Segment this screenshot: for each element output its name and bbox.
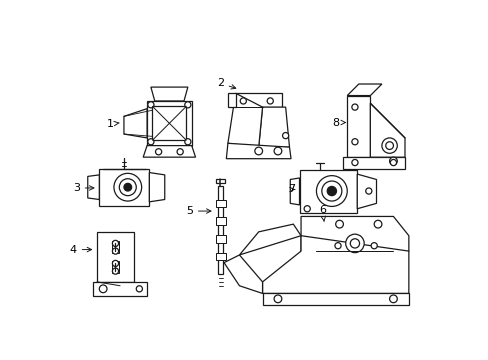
Circle shape — [274, 147, 281, 155]
Circle shape — [345, 234, 364, 253]
Circle shape — [147, 102, 154, 108]
Circle shape — [316, 176, 346, 206]
Polygon shape — [346, 95, 369, 157]
Circle shape — [365, 188, 371, 194]
Polygon shape — [123, 109, 147, 138]
Circle shape — [136, 286, 142, 292]
Polygon shape — [87, 175, 99, 199]
Circle shape — [351, 139, 357, 145]
Polygon shape — [151, 87, 187, 101]
Circle shape — [119, 179, 136, 195]
Circle shape — [351, 104, 357, 110]
Polygon shape — [215, 235, 225, 243]
Polygon shape — [149, 172, 164, 202]
Polygon shape — [99, 169, 149, 206]
Circle shape — [184, 102, 190, 108]
Text: 7: 7 — [287, 184, 295, 194]
Circle shape — [282, 132, 288, 139]
Polygon shape — [343, 157, 404, 169]
Circle shape — [254, 147, 262, 155]
Polygon shape — [111, 241, 119, 253]
Polygon shape — [215, 199, 225, 207]
Circle shape — [349, 239, 359, 248]
Polygon shape — [239, 224, 301, 255]
Circle shape — [112, 268, 118, 274]
Polygon shape — [226, 143, 290, 159]
Circle shape — [351, 159, 357, 166]
Circle shape — [335, 220, 343, 228]
Polygon shape — [215, 253, 225, 260]
Circle shape — [389, 159, 396, 166]
Text: 5: 5 — [185, 206, 210, 216]
Circle shape — [99, 285, 107, 293]
Polygon shape — [111, 261, 119, 274]
Circle shape — [274, 295, 281, 303]
Circle shape — [112, 260, 118, 266]
Circle shape — [266, 98, 273, 104]
Polygon shape — [369, 103, 404, 157]
Polygon shape — [152, 106, 186, 140]
Circle shape — [123, 183, 131, 191]
Polygon shape — [235, 93, 281, 107]
Circle shape — [373, 220, 381, 228]
Text: 3: 3 — [73, 183, 94, 193]
Polygon shape — [143, 145, 195, 157]
Circle shape — [385, 142, 393, 149]
Circle shape — [184, 139, 190, 145]
Text: 1: 1 — [106, 119, 119, 129]
Circle shape — [114, 173, 142, 201]
Polygon shape — [97, 232, 134, 282]
Polygon shape — [227, 93, 262, 147]
Circle shape — [240, 98, 246, 104]
Polygon shape — [357, 174, 376, 209]
Polygon shape — [262, 293, 408, 305]
Polygon shape — [258, 107, 289, 147]
Polygon shape — [262, 236, 408, 293]
Circle shape — [112, 240, 118, 247]
Polygon shape — [290, 178, 299, 205]
Circle shape — [381, 138, 396, 153]
Polygon shape — [93, 282, 147, 296]
Polygon shape — [299, 170, 357, 213]
Circle shape — [334, 243, 341, 249]
Polygon shape — [218, 186, 223, 274]
Text: 8: 8 — [331, 117, 345, 127]
Circle shape — [389, 295, 396, 303]
Text: 4: 4 — [69, 244, 91, 255]
Polygon shape — [215, 217, 225, 225]
Circle shape — [321, 181, 341, 201]
Circle shape — [177, 149, 183, 155]
Circle shape — [326, 186, 336, 195]
Polygon shape — [147, 101, 191, 145]
Circle shape — [370, 243, 377, 249]
Polygon shape — [227, 93, 235, 107]
Polygon shape — [346, 84, 381, 95]
Circle shape — [389, 157, 396, 165]
Polygon shape — [301, 216, 408, 259]
Text: 6: 6 — [319, 205, 325, 221]
Polygon shape — [216, 180, 224, 183]
Polygon shape — [224, 255, 262, 293]
Circle shape — [147, 139, 154, 145]
Circle shape — [112, 248, 118, 254]
Text: 2: 2 — [216, 78, 235, 89]
Circle shape — [155, 149, 162, 155]
Circle shape — [304, 206, 310, 212]
